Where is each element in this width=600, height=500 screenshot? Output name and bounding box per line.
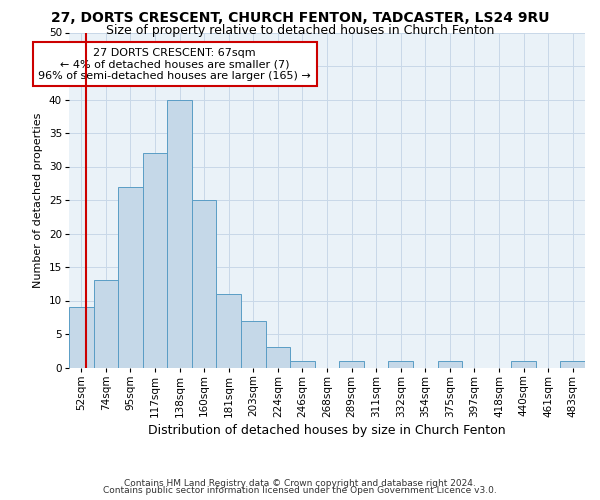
Text: Contains public sector information licensed under the Open Government Licence v3: Contains public sector information licen… [103,486,497,495]
Text: 27 DORTS CRESCENT: 67sqm
← 4% of detached houses are smaller (7)
96% of semi-det: 27 DORTS CRESCENT: 67sqm ← 4% of detache… [38,48,311,81]
X-axis label: Distribution of detached houses by size in Church Fenton: Distribution of detached houses by size … [148,424,506,436]
Bar [143,153,167,368]
Y-axis label: Number of detached properties: Number of detached properties [33,112,43,288]
Bar [94,280,118,368]
Bar [560,361,585,368]
Text: 27, DORTS CRESCENT, CHURCH FENTON, TADCASTER, LS24 9RU: 27, DORTS CRESCENT, CHURCH FENTON, TADCA… [51,11,549,25]
Bar [192,200,217,368]
Bar [266,348,290,368]
Bar [69,307,94,368]
Bar [511,361,536,368]
Bar [167,100,192,368]
Text: Contains HM Land Registry data © Crown copyright and database right 2024.: Contains HM Land Registry data © Crown c… [124,478,476,488]
Bar [241,320,266,368]
Bar [290,361,315,368]
Bar [388,361,413,368]
Bar [437,361,462,368]
Bar [217,294,241,368]
Bar [339,361,364,368]
Text: Size of property relative to detached houses in Church Fenton: Size of property relative to detached ho… [106,24,494,37]
Bar [118,186,143,368]
